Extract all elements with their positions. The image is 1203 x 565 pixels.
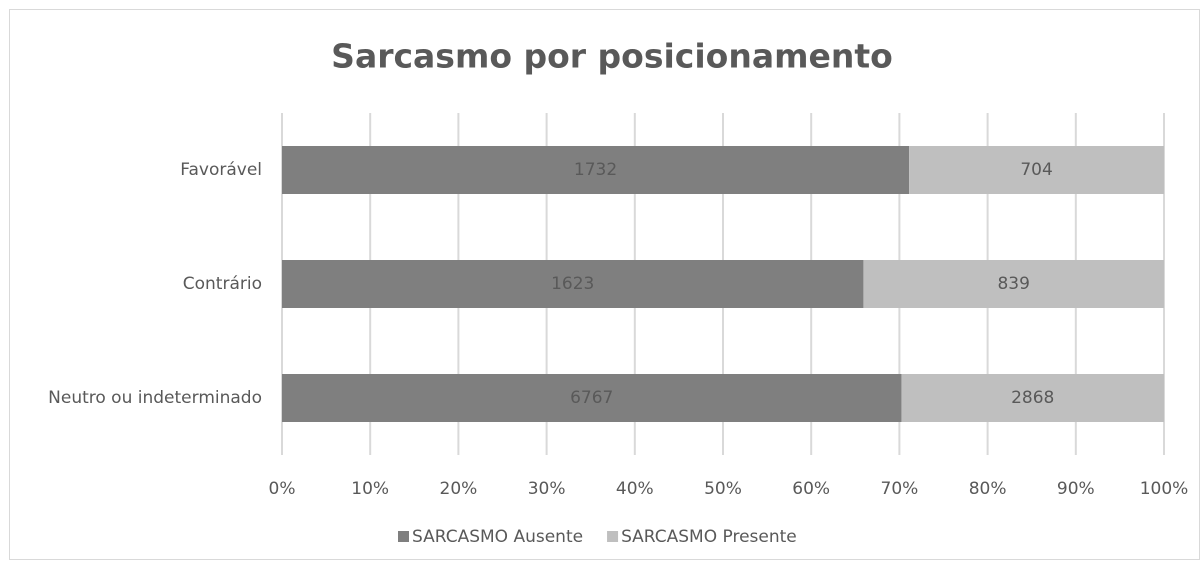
data-label: 704 (1020, 160, 1052, 180)
y-tick-label: Neutro ou indeterminado (48, 388, 262, 408)
x-tick-label: 0% (269, 479, 296, 499)
y-tick-label: Favorável (180, 160, 262, 180)
x-tick-label: 20% (440, 479, 478, 499)
chart-title: Sarcasmo por posicionamento (331, 37, 893, 76)
x-tick-label: 50% (704, 479, 742, 499)
legend-label: SARCASMO Ausente (412, 527, 583, 547)
x-tick-label: 10% (351, 479, 389, 499)
data-label: 1623 (551, 274, 594, 294)
x-tick-label: 80% (969, 479, 1007, 499)
data-label: 839 (997, 274, 1029, 294)
x-tick-label: 30% (528, 479, 566, 499)
x-tick-label: 90% (1057, 479, 1095, 499)
data-label: 6767 (570, 388, 613, 408)
bar-segment (282, 260, 864, 308)
data-label: 1732 (574, 160, 617, 180)
bar-segment (901, 374, 1164, 422)
legend-swatch (398, 531, 409, 542)
bar-segment (282, 146, 910, 194)
x-tick-label: 100% (1140, 479, 1189, 499)
y-tick-label: Contrário (183, 274, 262, 294)
legend-label: SARCASMO Presente (621, 527, 797, 547)
data-label: 2868 (1011, 388, 1054, 408)
bar-segment (909, 146, 1164, 194)
x-tick-label: 60% (792, 479, 830, 499)
x-tick-label: 70% (881, 479, 919, 499)
legend-swatch (607, 531, 619, 542)
bar-segment (863, 260, 1164, 308)
x-tick-label: 40% (616, 479, 654, 499)
bar-segment (282, 374, 902, 422)
